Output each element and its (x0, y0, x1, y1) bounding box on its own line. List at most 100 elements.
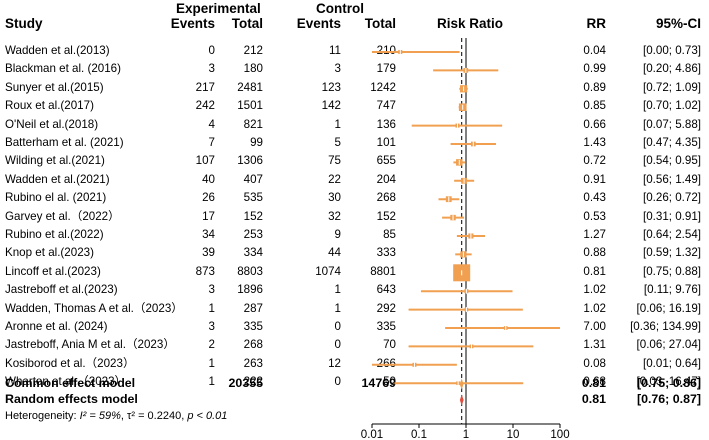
study-rr: 0.68 (583, 375, 606, 389)
exp-total: 287 (243, 301, 263, 315)
study-name: O'Neil et al.(2018) (5, 117, 99, 131)
exp-events: 3 (208, 283, 215, 297)
study-name: Wadden, Thomas A et al.（2023） (5, 301, 183, 315)
study-rr: 0.04 (583, 44, 606, 57)
exp-events: 1 (208, 375, 215, 389)
study-name: Kosiborod et al.（2023） (5, 356, 135, 370)
ctl-events: 0 (334, 320, 341, 333)
study-name: Batterham et al. (2021) (5, 136, 124, 149)
exp-events: 26 (202, 191, 215, 205)
study-name: Blackman et al. (2016) (5, 62, 121, 76)
header-exp-events: Events (170, 16, 215, 31)
ctl-events: 0 (334, 375, 341, 389)
exp-total: 335 (243, 320, 263, 333)
study-name: Wadden et al.(2013) (5, 44, 110, 57)
ctl-total: 266 (376, 356, 396, 370)
ctl-events: 12 (328, 356, 341, 370)
study-ci: [0.64; 2.54] (642, 228, 701, 241)
ctl-total: 643 (376, 283, 396, 297)
exp-events: 40 (202, 172, 215, 186)
exp-events: 242 (195, 99, 215, 113)
header-study: Study (5, 16, 43, 31)
study-rr: 0.88 (583, 246, 606, 260)
header-control: Control (316, 1, 364, 16)
exp-total: 263 (243, 356, 263, 370)
study-rr: 1.43 (583, 136, 606, 149)
ctl-total: 179 (376, 62, 396, 76)
common-ctl-total: 14769 (361, 376, 396, 390)
x-tick-label: 100 (550, 429, 569, 440)
study-name: Wilding et al.(2021) (5, 154, 105, 168)
common-exp-total: 20355 (228, 376, 263, 390)
ctl-total: 85 (383, 228, 396, 241)
ctl-total: 333 (376, 246, 396, 260)
ctl-total: 268 (376, 191, 396, 205)
random-label: Random effects model (5, 392, 138, 406)
study-name: Rubino el al. (2021) (5, 191, 107, 205)
ctl-total: 335 (376, 320, 396, 333)
random-rr: 0.81 (581, 392, 606, 406)
study-ci: [0.59; 1.32] (642, 246, 701, 260)
ctl-events: 32 (328, 209, 341, 223)
common-diamond (459, 378, 464, 390)
exp-total: 268 (243, 338, 263, 352)
header-ctl-total: Total (364, 16, 396, 31)
study-ci: [0.54; 0.95] (642, 154, 701, 168)
heterogeneity-prefix: Heterogeneity: (5, 410, 77, 422)
exp-events: 3 (208, 320, 215, 333)
exp-events: 7 (208, 136, 215, 149)
exp-total: 212 (243, 44, 263, 57)
exp-events: 0 (208, 44, 215, 57)
header-exp-total: Total (231, 16, 263, 31)
study-name: Roux et al.(2017) (5, 99, 94, 113)
study-name: Wharton et al.（2023） (5, 375, 127, 389)
x-tick-label: 10 (507, 429, 520, 440)
study-rr: 0.66 (583, 117, 606, 131)
header-ci: 95%-CI (655, 16, 701, 31)
exp-total: 8803 (237, 264, 263, 278)
study-ci: [0.72; 1.09] (642, 80, 701, 94)
study-rr: 0.72 (583, 154, 606, 168)
exp-total: 1896 (237, 283, 263, 297)
study-rr: 0.81 (583, 264, 606, 278)
heterogeneity: Heterogeneity: I² = 59%, τ² = 0.2240, p … (5, 410, 228, 422)
ctl-events: 3 (334, 62, 341, 76)
exp-total: 407 (243, 172, 263, 186)
exp-events: 107 (195, 154, 215, 168)
ctl-total: 70 (383, 338, 396, 352)
study-rr: 0.85 (583, 99, 606, 113)
exp-events: 217 (195, 80, 215, 94)
ctl-events: 5 (334, 136, 341, 149)
ctl-events: 75 (328, 154, 341, 168)
ctl-events: 1074 (315, 264, 341, 278)
study-name: Rubino et al.(2022) (5, 228, 104, 241)
exp-events: 873 (195, 264, 215, 278)
study-rr: 1.02 (583, 283, 606, 297)
ctl-events: 22 (328, 172, 341, 186)
study-name: Aronne et al. (2024) (5, 320, 108, 333)
exp-total: 2481 (237, 80, 263, 94)
ctl-total: 292 (376, 301, 396, 315)
study-rr: 1.31 (583, 338, 606, 352)
exp-total: 99 (250, 136, 263, 149)
study-ci: [0.70; 1.02] (642, 99, 701, 113)
exp-total: 535 (243, 191, 263, 205)
random-diamond (459, 394, 464, 406)
ctl-events: 1 (334, 301, 341, 315)
ctl-events: 1 (334, 283, 341, 297)
random-ci: [0.76; 0.87] (636, 392, 701, 406)
heterogeneity-i2: I² = 59% (79, 410, 121, 422)
header-ctl-events: Events (296, 16, 341, 31)
study-rr: 1.02 (583, 301, 606, 315)
study-name: Garvey et al.（2022） (5, 209, 120, 223)
heterogeneity-tau2: τ² = 0.2240 (127, 410, 182, 422)
study-name: Knop et al.(2023) (5, 246, 94, 260)
ctl-events: 30 (328, 191, 341, 205)
common-label: Common effect model (5, 376, 136, 390)
study-rr: 0.91 (583, 172, 606, 186)
exp-events: 1 (208, 356, 215, 370)
ctl-total: 1242 (370, 80, 396, 94)
ctl-events: 11 (328, 44, 341, 57)
study-name: Jastreboff et al.(2023) (5, 283, 118, 297)
